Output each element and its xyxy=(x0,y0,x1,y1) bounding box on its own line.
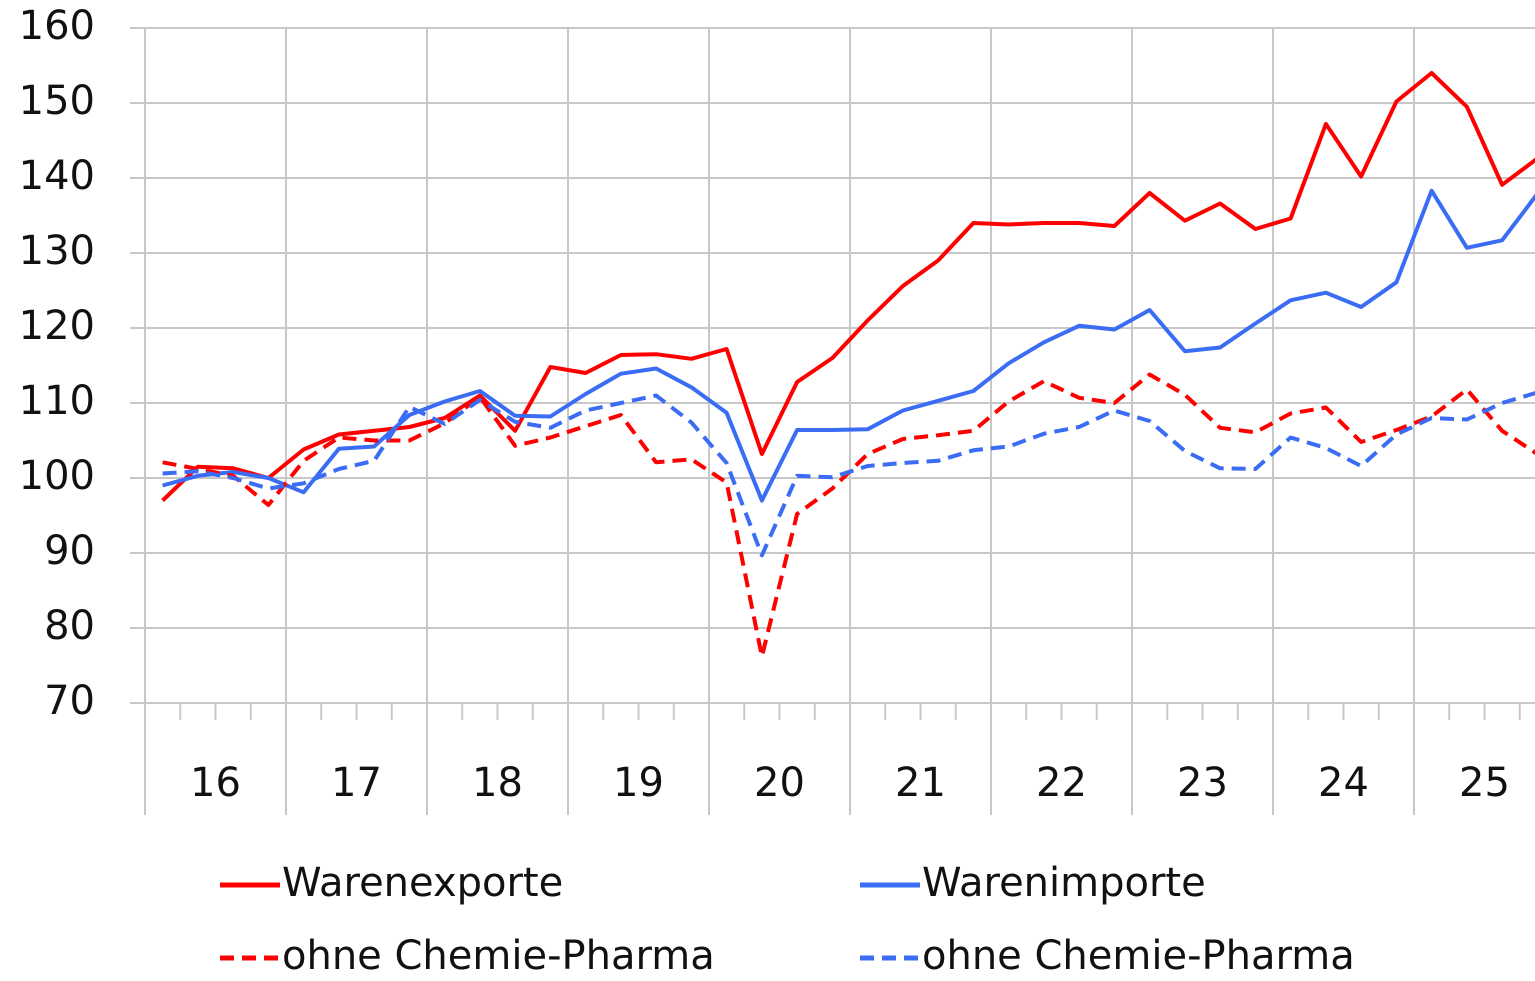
x-tick-label: 16 xyxy=(190,760,241,806)
series-line xyxy=(161,71,1535,502)
x-tick-label: 18 xyxy=(472,760,523,806)
x-tick-label: 22 xyxy=(1036,760,1087,806)
y-tick-label: 70 xyxy=(44,678,95,724)
y-tick-label: 150 xyxy=(19,78,95,124)
y-tick-label: 110 xyxy=(19,378,95,424)
x-tick-label: 23 xyxy=(1177,760,1228,806)
series-line xyxy=(162,188,1535,503)
legend-label: Warenexporte xyxy=(282,860,563,906)
x-tick-label: 24 xyxy=(1318,760,1369,806)
legend-label: Warenimporte xyxy=(922,860,1206,906)
x-tick-label: 17 xyxy=(331,760,382,806)
series-line xyxy=(162,372,1535,659)
y-tick-label: 120 xyxy=(19,303,95,349)
y-tick-label: 130 xyxy=(19,228,95,274)
legend-label: ohne Chemie-Pharma xyxy=(282,933,715,979)
y-tick-label: 90 xyxy=(44,528,95,574)
x-tick-label: 20 xyxy=(754,760,805,806)
x-tick-label: 19 xyxy=(613,760,664,806)
series-line xyxy=(162,391,1535,558)
x-tick-label: 21 xyxy=(895,760,946,806)
legend-label: ohne Chemie-Pharma xyxy=(922,933,1355,979)
y-tick-label: 100 xyxy=(19,453,95,499)
y-tick-label: 140 xyxy=(19,153,95,199)
x-tick-label: 25 xyxy=(1459,760,1510,806)
y-tick-label: 160 xyxy=(19,3,95,49)
y-tick-label: 80 xyxy=(44,603,95,649)
